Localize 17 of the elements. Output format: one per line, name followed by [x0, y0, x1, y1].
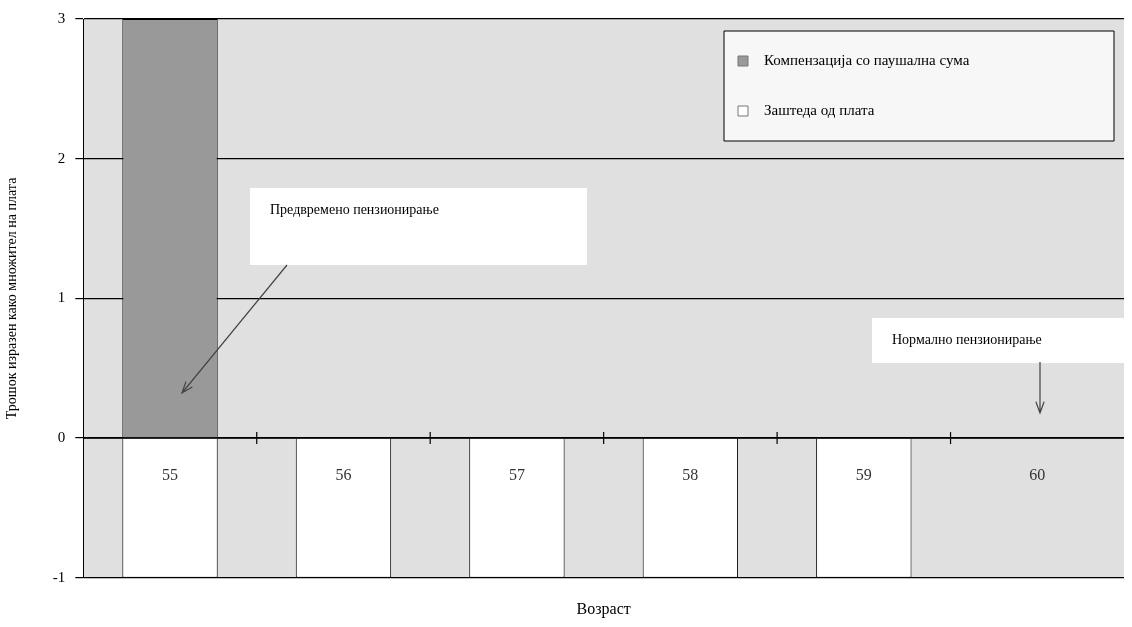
note-box: Предвремено пензионирање: [250, 188, 587, 265]
x-tick-label: 59: [855, 466, 872, 484]
y-axis-title: Трошок изразен како множител на плата: [4, 176, 20, 420]
x-tick-label: 57: [508, 466, 525, 484]
note-box: Нормално пензионирање: [872, 318, 1125, 363]
y-tick-label: 0: [57, 429, 66, 446]
y-tick-label: 2: [57, 149, 66, 166]
x-tick-label: 60: [1029, 466, 1046, 484]
x-tick-label: 58: [682, 466, 699, 484]
legend-label: Компензација со паушална сума: [764, 51, 970, 68]
x-tick-label: 55: [162, 466, 179, 484]
legend-label: Заштеда од плата: [764, 101, 875, 118]
y-tick-label: -1: [52, 568, 66, 585]
y-tick-label: 1: [57, 289, 66, 306]
x-tick-label: 56: [335, 466, 352, 484]
x-axis-title: Возраст: [576, 599, 631, 618]
y-tick-label: 3: [57, 9, 66, 26]
